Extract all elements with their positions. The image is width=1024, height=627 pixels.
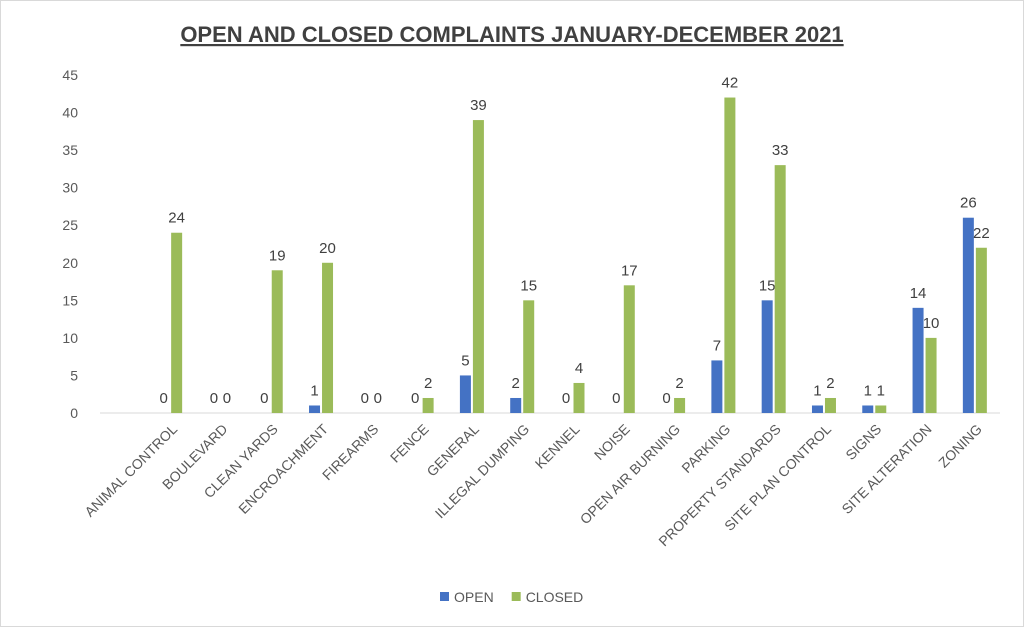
y-tick-label: 20 (62, 255, 78, 271)
bar (422, 397, 434, 413)
bar (724, 97, 736, 414)
data-label: 20 (319, 240, 336, 257)
data-label: 5 (461, 352, 469, 369)
data-label: 24 (168, 210, 185, 227)
bar (271, 270, 283, 413)
y-tick-label: 0 (70, 405, 78, 421)
bar (510, 397, 522, 413)
data-label: 1 (877, 382, 885, 399)
bar (875, 405, 887, 413)
data-label: 22 (973, 225, 990, 242)
bar (811, 405, 823, 413)
y-tick-label: 45 (62, 67, 78, 83)
data-label: 0 (562, 390, 570, 407)
y-tick-label: 30 (62, 180, 78, 196)
bar (711, 360, 723, 413)
bar (573, 382, 585, 413)
bar (171, 232, 183, 413)
y-tick-label: 25 (62, 217, 78, 233)
legend-swatch (511, 592, 521, 601)
data-label: 2 (424, 375, 432, 392)
data-label: 0 (210, 390, 218, 407)
y-tick-label: 15 (62, 292, 78, 308)
data-label: 0 (411, 390, 419, 407)
data-label: 7 (713, 337, 721, 354)
bar (459, 375, 471, 413)
data-label: 15 (759, 277, 776, 294)
data-label: 42 (722, 75, 739, 92)
bar (322, 262, 334, 413)
data-label: 10 (923, 315, 940, 332)
bar (309, 405, 321, 413)
data-label: 4 (575, 360, 583, 377)
data-label: 2 (512, 375, 520, 392)
bar (912, 307, 924, 413)
data-label: 0 (223, 390, 231, 407)
data-label: 14 (910, 285, 927, 302)
bar (674, 397, 686, 413)
bar (523, 300, 535, 413)
data-label: 0 (260, 390, 268, 407)
bar (824, 397, 836, 413)
bar (623, 285, 635, 413)
bar (862, 405, 874, 413)
bar (774, 165, 786, 413)
data-label: 33 (772, 142, 789, 159)
data-label: 2 (826, 375, 834, 392)
y-tick-label: 35 (62, 142, 78, 158)
legend-label: OPEN (454, 589, 494, 605)
bar (925, 337, 937, 413)
chart-title: OPEN AND CLOSED COMPLAINTS JANUARY-DECEM… (180, 22, 843, 47)
data-label: 0 (662, 390, 670, 407)
y-tick-label: 5 (70, 367, 78, 383)
bar (472, 120, 484, 414)
data-label: 0 (374, 390, 382, 407)
y-tick-label: 10 (62, 330, 78, 346)
data-label: 0 (361, 390, 369, 407)
bar (962, 217, 974, 413)
data-label: 1 (813, 382, 821, 399)
data-label: 26 (960, 195, 977, 212)
legend-swatch (440, 592, 449, 601)
data-label: 0 (159, 390, 167, 407)
data-label: 1 (864, 382, 872, 399)
legend-label: CLOSED (526, 589, 584, 605)
data-label: 0 (612, 390, 620, 407)
data-label: 19 (269, 247, 286, 264)
y-tick-label: 40 (62, 105, 78, 121)
bar (761, 300, 773, 413)
data-label: 2 (675, 375, 683, 392)
data-label: 17 (621, 262, 638, 279)
data-label: 1 (310, 382, 318, 399)
data-label: 15 (520, 277, 537, 294)
data-label: 39 (470, 97, 487, 114)
bar (975, 247, 987, 413)
